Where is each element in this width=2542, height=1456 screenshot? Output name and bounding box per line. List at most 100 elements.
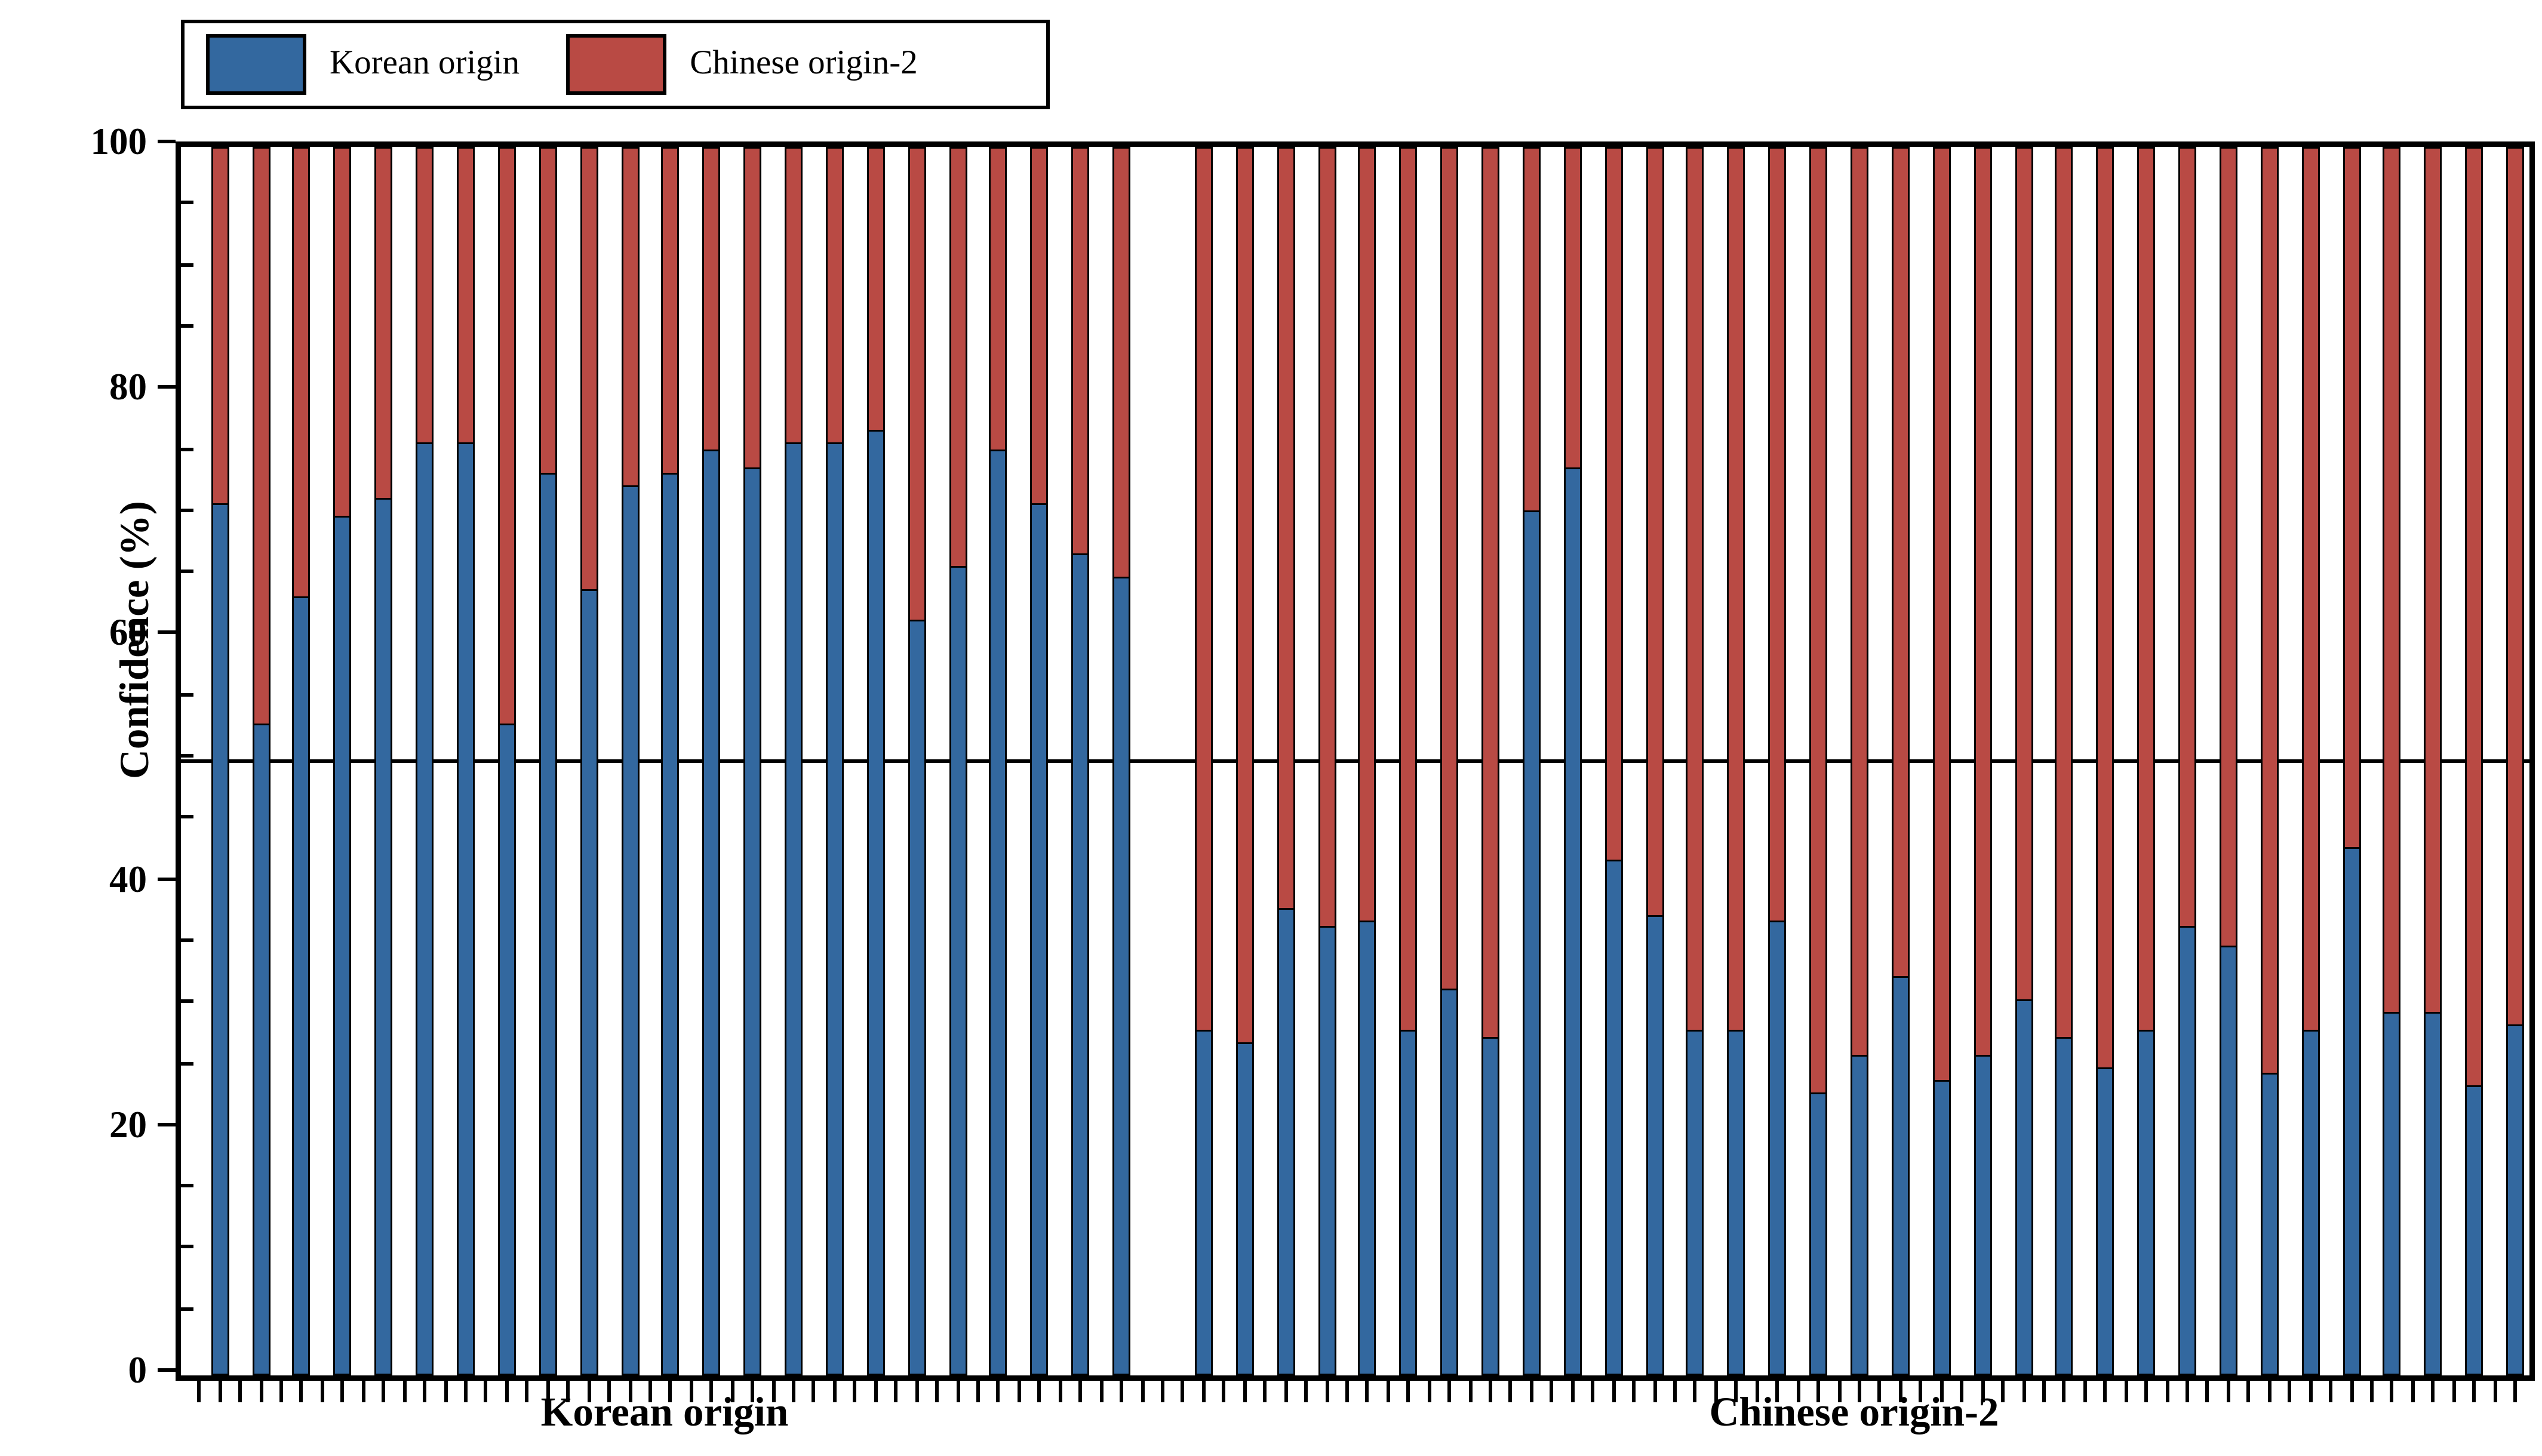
- x-tick: [1283, 1381, 1287, 1402]
- x-tick: [874, 1381, 878, 1402]
- x-tick: [771, 1381, 775, 1402]
- bar: [2178, 147, 2197, 1375]
- y-minor-tick: [181, 447, 193, 451]
- bar-segment-korean: [2221, 944, 2236, 1374]
- x-tick: [1181, 1381, 1185, 1402]
- bar-segment-chinese: [2221, 149, 2236, 945]
- bar-segment-chinese: [2098, 149, 2113, 1067]
- bar-segment-korean: [786, 442, 801, 1374]
- bar-segment-chinese: [417, 149, 432, 443]
- x-tick: [1037, 1381, 1041, 1402]
- bar-segment-korean: [1073, 553, 1088, 1374]
- bar-segment-korean: [1565, 467, 1580, 1374]
- x-tick: [279, 1381, 283, 1402]
- bar-segment-chinese: [663, 149, 678, 473]
- x-tick: [1509, 1381, 1513, 1402]
- bar-segment-korean: [663, 473, 678, 1374]
- x-tick: [1489, 1381, 1493, 1402]
- bar: [251, 147, 270, 1375]
- y-minor-tick: [181, 508, 193, 512]
- x-tick: [463, 1381, 468, 1402]
- x-tick: [894, 1381, 898, 1402]
- y-tick-label: 100: [90, 120, 147, 163]
- bar-segment-korean: [540, 473, 555, 1374]
- bar-segment-korean: [212, 504, 227, 1374]
- bar-segment-korean: [2098, 1067, 2113, 1374]
- bar: [1235, 147, 1254, 1375]
- x-tick: [525, 1381, 529, 1402]
- bar-segment-chinese: [1237, 149, 1252, 1043]
- bar-segment-chinese: [1565, 149, 1580, 467]
- x-tick: [689, 1381, 693, 1402]
- x-tick: [505, 1381, 509, 1402]
- bar: [1030, 147, 1049, 1375]
- x-tick: [935, 1381, 939, 1402]
- x-tick: [340, 1381, 345, 1402]
- bar: [702, 147, 721, 1375]
- x-tick: [2083, 1381, 2087, 1402]
- bar-segment-korean: [417, 442, 432, 1374]
- bar: [825, 147, 844, 1375]
- bar-segment-chinese: [1360, 149, 1375, 921]
- x-tick: [566, 1381, 570, 1402]
- bar: [989, 147, 1008, 1375]
- bar: [1276, 147, 1295, 1375]
- bar: [416, 147, 434, 1375]
- bar-segment-chinese: [253, 149, 268, 725]
- x-tick: [2493, 1381, 2497, 1402]
- bar-segment-korean: [1319, 926, 1334, 1374]
- bar: [1973, 147, 1991, 1375]
- bar-segment-korean: [1032, 504, 1047, 1374]
- bar: [2301, 147, 2320, 1375]
- bar: [785, 147, 803, 1375]
- x-tick: [730, 1381, 734, 1402]
- y-minor-tick: [181, 1061, 193, 1065]
- bar-segment-chinese: [2426, 149, 2441, 1012]
- bar: [1563, 147, 1582, 1375]
- x-tick: [1386, 1381, 1390, 1402]
- bar-segment-korean: [868, 430, 883, 1374]
- x-tick: [1734, 1381, 1738, 1402]
- bar-segment-chinese: [540, 149, 555, 473]
- bar-segment-chinese: [1770, 149, 1785, 921]
- bar-segment-korean: [294, 596, 309, 1374]
- y-minor-tick: [181, 1245, 193, 1249]
- x-tick: [2390, 1381, 2395, 1402]
- x-tick: [2288, 1381, 2292, 1402]
- legend: Korean origin Chinese origin-2: [181, 20, 1050, 109]
- x-tick: [1324, 1381, 1329, 1402]
- bar: [1645, 147, 1664, 1375]
- x-tick: [1837, 1381, 1841, 1402]
- bar-segment-chinese: [212, 149, 227, 504]
- y-tick: [158, 385, 176, 389]
- bar-segment-chinese: [1647, 149, 1662, 915]
- x-tick: [300, 1381, 304, 1402]
- bar-segment-korean: [1934, 1079, 1949, 1374]
- x-tick: [2021, 1381, 2025, 1402]
- bar: [1399, 147, 1418, 1375]
- bar-segment-chinese: [1319, 149, 1334, 926]
- y-minor-tick: [181, 262, 193, 266]
- x-tick: [2103, 1381, 2107, 1402]
- bar-segment-korean: [2303, 1030, 2318, 1374]
- bar: [539, 147, 557, 1375]
- bar: [2137, 147, 2156, 1375]
- x-tick: [1160, 1381, 1164, 1402]
- bar-segment-korean: [1524, 510, 1539, 1374]
- bar-segment-chinese: [1073, 149, 1088, 553]
- y-minor-tick: [181, 324, 193, 328]
- bar: [620, 147, 639, 1375]
- bar: [374, 147, 393, 1375]
- bar-segment-chinese: [2385, 149, 2400, 1012]
- x-tick: [1345, 1381, 1349, 1402]
- x-tick: [1980, 1381, 1984, 1402]
- bar-segment-chinese: [991, 149, 1006, 449]
- bar: [1932, 147, 1951, 1375]
- y-minor-tick: [181, 692, 193, 697]
- x-tick: [2411, 1381, 2415, 1402]
- bar-segment-chinese: [909, 149, 924, 620]
- legend-swatch-chinese: [566, 34, 667, 95]
- legend-item-chinese: Chinese origin-2: [566, 34, 918, 95]
- x-tick: [2309, 1381, 2313, 1402]
- x-tick: [1796, 1381, 1800, 1402]
